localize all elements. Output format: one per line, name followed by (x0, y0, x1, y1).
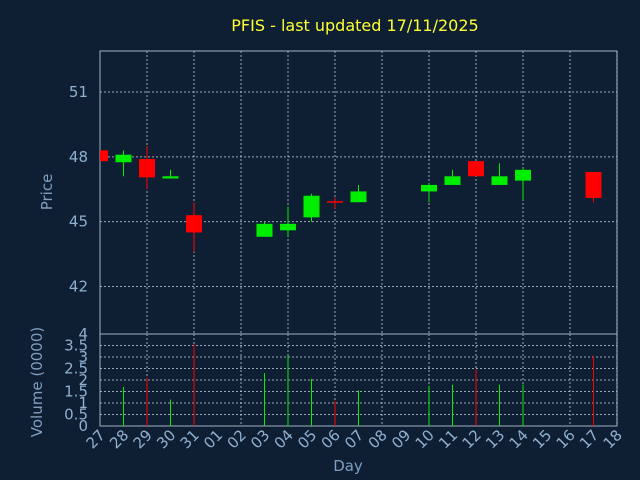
x-tick-label: 17 (576, 426, 602, 452)
volume-tick-label: 3.5 (64, 337, 88, 355)
candle-body (515, 169, 531, 181)
candle-body (350, 191, 367, 203)
x-tick-label: 14 (506, 426, 532, 452)
candle (303, 193, 320, 222)
price-tick-label: 45 (69, 213, 88, 231)
candle (256, 221, 273, 237)
x-tick-label: 02 (224, 426, 250, 452)
x-tick-label: 29 (130, 426, 156, 452)
volume-axis-label: Volume (0000) (28, 327, 46, 437)
candle (468, 161, 484, 177)
candle (115, 150, 132, 177)
volume-tick-label: 2.5 (64, 360, 88, 378)
candle-body (186, 215, 202, 233)
candle (280, 206, 296, 237)
x-tick-label: 12 (459, 426, 485, 452)
x-tick-label: 10 (412, 426, 438, 452)
candle (100, 150, 108, 162)
candle (585, 171, 602, 203)
candle (515, 167, 531, 201)
candle-body (256, 223, 273, 237)
volume-tick-label: 4 (78, 325, 88, 343)
candle-body (585, 171, 602, 198)
price-tick-label: 51 (69, 83, 88, 101)
volume-tick-label: 1 (78, 394, 88, 412)
x-tick-label: 04 (271, 426, 297, 452)
candle-body (139, 159, 155, 178)
candle (350, 184, 367, 203)
x-tick-label: 18 (600, 426, 626, 452)
candle-body (444, 176, 461, 185)
x-tick-label: 05 (294, 426, 320, 452)
x-axis-label: Day (333, 457, 363, 475)
x-tick-label: 07 (341, 426, 367, 452)
volume-panel: 00.511.522.533.5427282930310102030405060… (64, 325, 626, 452)
x-tick-label: 06 (318, 426, 344, 452)
x-tick-label: 15 (529, 426, 555, 452)
x-tick-label: 13 (482, 426, 508, 452)
candle (162, 169, 179, 179)
candle (327, 197, 343, 209)
price-tick-label: 48 (69, 148, 88, 166)
candle-body (468, 161, 484, 177)
candle (444, 169, 461, 185)
candle-body (162, 176, 179, 179)
candle (186, 202, 202, 252)
candle (139, 146, 155, 190)
x-tick-label: 28 (106, 426, 132, 452)
candle (421, 182, 437, 203)
price-tick-label: 42 (69, 277, 88, 295)
candle-body (280, 223, 296, 231)
x-tick-label: 30 (153, 426, 179, 452)
volume-tick-label: 0.5 (64, 406, 88, 424)
candle-body (100, 150, 108, 162)
candle-body (303, 195, 320, 218)
candle (491, 163, 508, 185)
candle-body (327, 201, 343, 203)
chart-title: PFIS - last updated 17/11/2025 (231, 16, 478, 35)
price-axis-label: Price (38, 174, 56, 211)
volume-tick-label: 1.5 (64, 383, 88, 401)
x-tick-label: 11 (435, 426, 461, 452)
price-panel: 42 45 48 51 (69, 50, 618, 335)
x-tick-label: 16 (553, 426, 579, 452)
candle-body (491, 176, 508, 185)
x-tick-label: 08 (365, 426, 391, 452)
x-tick-label: 03 (247, 426, 273, 452)
x-tick-label: 31 (177, 426, 203, 452)
volume-tick-label: 2 (78, 371, 88, 389)
x-tick-label: 09 (388, 426, 414, 452)
x-tick-label: 01 (200, 426, 226, 452)
candle-body (115, 154, 132, 163)
volume-tick-label: 0 (78, 417, 88, 435)
volume-tick-label: 3 (78, 348, 88, 366)
candle-body (421, 184, 437, 192)
